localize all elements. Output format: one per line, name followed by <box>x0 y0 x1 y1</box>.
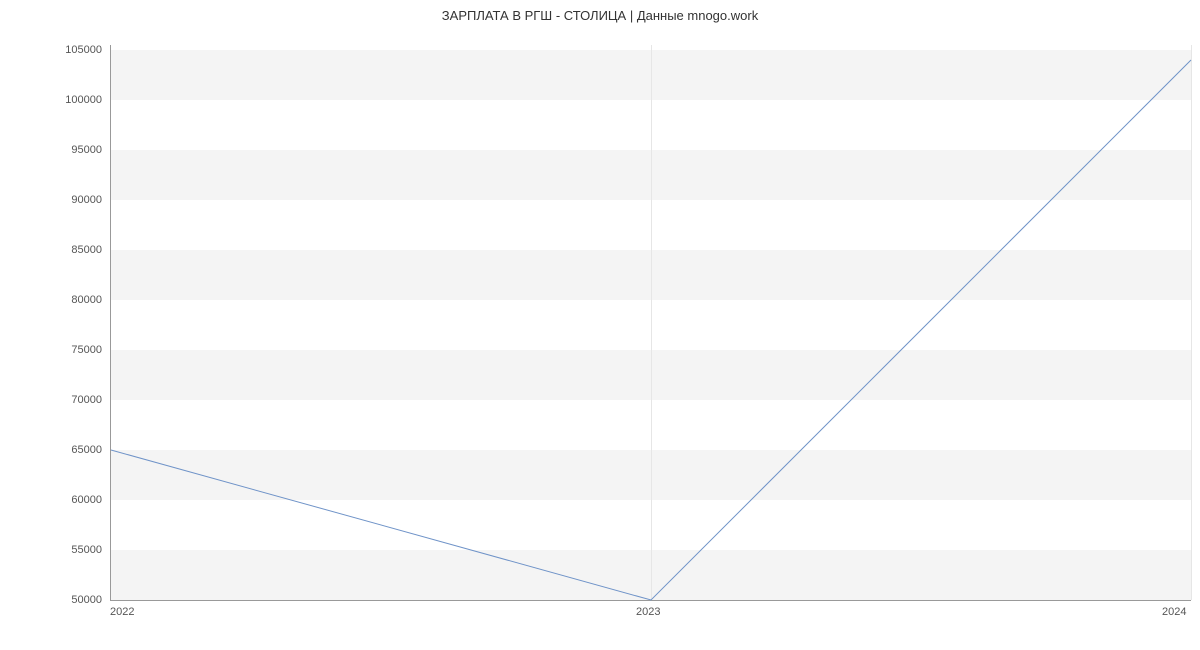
y-tick-label: 90000 <box>71 194 102 206</box>
y-tick-label: 50000 <box>71 594 102 606</box>
y-tick-label: 55000 <box>71 544 102 556</box>
chart-title: ЗАРПЛАТА В РГШ - СТОЛИЦА | Данные mnogo.… <box>0 8 1200 23</box>
y-tick-label: 70000 <box>71 394 102 406</box>
y-tick-label: 100000 <box>65 94 102 106</box>
y-tick-label: 105000 <box>65 44 102 56</box>
y-tick-label: 65000 <box>71 444 102 456</box>
y-tick-label: 85000 <box>71 244 102 256</box>
y-tick-label: 75000 <box>71 344 102 356</box>
x-gridline <box>1191 45 1192 600</box>
y-tick-label: 60000 <box>71 494 102 506</box>
series-line-salary <box>111 60 1191 600</box>
x-tick-label: 2024 <box>1162 606 1186 618</box>
plot-area <box>110 45 1191 601</box>
y-tick-label: 80000 <box>71 294 102 306</box>
y-tick-label: 95000 <box>71 144 102 156</box>
line-layer <box>111 45 1191 600</box>
x-tick-label: 2023 <box>636 606 660 618</box>
x-tick-label: 2022 <box>110 606 134 618</box>
